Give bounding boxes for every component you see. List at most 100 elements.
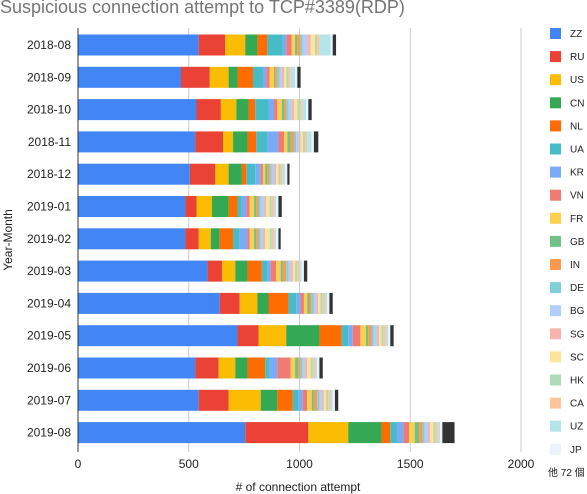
bar-segment (237, 66, 253, 88)
legend-label: 他 72 個 (548, 466, 585, 479)
y-tick-label: 2019-05 (27, 329, 71, 343)
x-tick-label: 0 (75, 457, 82, 471)
bar-segment (277, 357, 291, 379)
bar-segment (260, 163, 263, 185)
bar-segment (348, 422, 382, 444)
bar-segment (292, 260, 296, 282)
legend-swatch (550, 28, 561, 39)
bar-segment (275, 66, 278, 88)
chart-title: Suspicious connection attempt to TCP#338… (0, 0, 405, 17)
bar-segment (278, 228, 281, 250)
legend-swatch (550, 259, 561, 270)
bar-segment (262, 163, 266, 185)
bar-segment (189, 163, 216, 185)
bar-segment (308, 422, 349, 444)
bar-segment (235, 357, 248, 379)
axis-layer: 0 500 1000 1500 2000 2018-08 2018-09 2018-10 201… (27, 28, 535, 471)
bar-segment (271, 228, 275, 250)
bar-segment (322, 292, 325, 314)
bar-segment (254, 196, 257, 217)
bar-segment (298, 357, 301, 379)
bar-segment (290, 66, 296, 88)
bar-segment (352, 325, 361, 347)
bar-segment (212, 196, 229, 217)
bar-segment (255, 163, 261, 185)
legend-swatch (550, 443, 561, 455)
legend-label: ZZ (570, 29, 582, 40)
bar-segment (297, 260, 300, 282)
bar-segment (300, 131, 303, 153)
bar-segment (381, 422, 391, 444)
bar-segment (373, 325, 378, 347)
bar-segment (220, 99, 237, 121)
bar-segment (419, 422, 423, 444)
y-tick-label: 2018-11 (28, 135, 71, 149)
bar-segment (298, 131, 301, 153)
bar-segment (316, 292, 319, 314)
bar-segment (371, 325, 374, 347)
bar-segment (290, 131, 294, 153)
y-tick-label: 2019-02 (27, 232, 71, 246)
bar-segment (78, 99, 197, 121)
bar-segment (302, 389, 308, 411)
bar-segment (239, 292, 258, 314)
bar-segment (180, 66, 210, 88)
y-tick-label: 2019-06 (27, 361, 71, 375)
bar-segment (301, 260, 304, 282)
legend-label: VN (570, 191, 584, 202)
bar-segment (292, 389, 299, 411)
y-axis-title: Year-Month (1, 209, 15, 271)
bar-segment (319, 357, 323, 379)
bar-segment (321, 389, 324, 411)
bar-segment (274, 228, 277, 250)
bar-segment (78, 228, 186, 250)
bar-segment (249, 228, 255, 250)
y-tick-label: 2019-07 (27, 393, 71, 407)
legend-label: IN (570, 260, 580, 271)
bar-segment (427, 422, 431, 444)
bar-segment (78, 325, 238, 347)
bar-segment (409, 422, 415, 444)
y-tick-label: 2018-08 (27, 38, 71, 52)
bar-segment (78, 163, 190, 185)
bar-segment (313, 389, 318, 411)
bar-segment (287, 163, 290, 185)
bar-segment (78, 292, 220, 314)
bar-segment (261, 260, 268, 282)
bar-segment (288, 260, 291, 282)
legend-label: CN (570, 98, 584, 109)
bar-segment (248, 99, 256, 121)
bar-segment (237, 325, 259, 347)
legend-label: UA (570, 145, 584, 156)
bar-segment (319, 34, 331, 56)
bar-segment (258, 228, 261, 250)
bar-segment (285, 163, 288, 185)
legend-swatch (550, 420, 561, 432)
bar-segment (218, 357, 236, 379)
bar-segment (195, 357, 219, 379)
bar-segment (78, 260, 208, 282)
bar-segment (260, 228, 263, 250)
bar-segment (277, 389, 293, 411)
bar-segment (328, 389, 331, 411)
x-tick-label: 1500 (397, 457, 424, 471)
bar-segment (225, 34, 246, 56)
bar-segment (310, 357, 313, 379)
bar-segment (278, 131, 284, 153)
bar-segment (185, 196, 197, 217)
bar-segment (318, 292, 321, 314)
legend-label: JP (570, 445, 582, 456)
bar-segment (257, 292, 269, 314)
legend-swatch (550, 374, 561, 386)
legend-swatch (550, 397, 561, 409)
bar-segment (241, 196, 247, 217)
bar-segment (313, 292, 317, 314)
bar-segment (300, 34, 303, 56)
bar-segment (235, 260, 248, 282)
bar-segment (308, 99, 312, 121)
bar-segment (256, 228, 259, 250)
legend-label: FR (570, 214, 583, 225)
bar-segment (319, 389, 322, 411)
bar-segment (267, 163, 270, 185)
bar-segment (437, 422, 441, 444)
